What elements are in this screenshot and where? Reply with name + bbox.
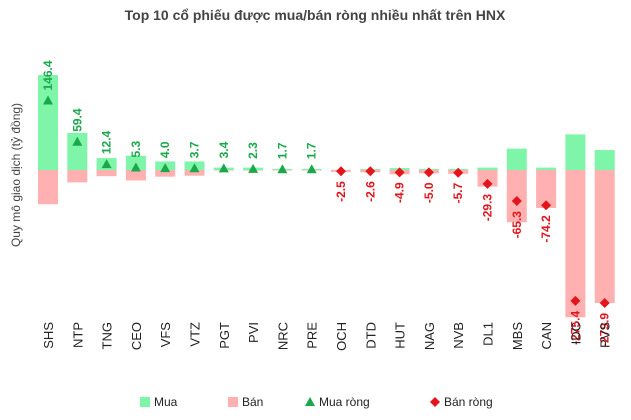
net-sell-marker-och [336,166,346,177]
x-tick-label-nag: NAG [422,322,437,350]
net-sell-marker-mbs [511,196,522,207]
x-tick-label-shs: SHS [41,322,56,349]
x-tick-label-ntp: NTP [70,322,85,348]
net-buy-label-pgt: 3.4 [217,141,231,158]
sell-bar-idc [565,170,586,318]
net-buy-label-vfs: 4.0 [158,141,172,158]
buy-bar-dl1 [477,167,498,170]
net-buy-label-vtz: 3.7 [188,141,202,158]
x-tick-label-dl1: DL1 [481,322,496,346]
buy-bars [38,75,615,171]
x-tick-label-dtd: DTD [363,322,378,349]
buy-bar-idc [565,134,586,170]
x-tick-label-pvi: PVI [246,322,261,343]
x-tick-label-nrc: NRC [275,322,290,350]
sell-bar-ntp [67,170,88,183]
net-buy-marker-ntp [72,136,83,146]
net-sell-label-dl1: -29.3 [481,194,495,222]
net-buy-marker-vfs [160,163,171,173]
buy-bar-ntp [67,132,88,170]
net-sell-label-hut: -4.9 [393,182,407,203]
x-tick-label-tng: TNG [100,322,115,349]
sell-bar-ceo [125,170,146,181]
net-buy-label-tng: 12.4 [100,130,114,154]
net-buy-marker-tng [101,159,112,169]
legend-swatch-mua-ròng [305,397,315,406]
y-axis-label: Quy mô giao dịch (tỷ đồng) [9,103,23,247]
x-tick-label-mbs: MBS [510,322,525,351]
sell-bar-tng [96,170,117,177]
net-sell-label-pvs: -279.9 [598,313,612,347]
x-tick-label-pre: PRE [305,322,320,349]
sell-bar-can [536,170,557,208]
x-tick-label-vtz: VTZ [188,322,203,347]
data-labels: 146.4 59.4 12.4 5.3 4.0 3.7 3.4 2.3 1.7 1.7 -2.5 -2… [41,60,612,347]
net-sell-label-nvb: -5.7 [451,182,465,203]
net-sell-marker-dtd [365,166,376,177]
legend-label-bán-ròng: Bán ròng [444,395,493,409]
x-tick-label-pgt: PGT [217,322,232,349]
net-buy-label-ntp: 59.4 [70,108,84,132]
x-tick-label-hut: HUT [393,322,408,349]
buy-bar-pvs [594,150,615,170]
net-sell-marker-hut [394,167,405,178]
legend: Mua Bán Mua ròng Bán ròng [140,395,493,409]
net-buy-label-shs: 146.4 [41,60,55,90]
net-sell-marker-dl1 [482,178,493,189]
legend-label-bán: Bán [242,395,263,409]
sell-bar-shs [38,170,58,205]
sell-bars [38,170,615,318]
net-buy-label-ceo: 5.3 [129,140,143,157]
legend-swatch-bán-ròng [430,397,440,407]
x-tick-label-can: CAN [539,322,554,349]
sell-bar-vtz [184,170,205,176]
sell-bar-dl1 [477,170,498,187]
net-buy-marker-ceo [130,162,141,172]
net-buy-label-nrc: 1.7 [275,142,289,159]
net-sell-marker-nvb [453,167,464,178]
x-tick-label-och: OCH [334,322,349,351]
x-tick-label-nvb: NVB [451,322,466,349]
net-buy-label-pre: 1.7 [305,142,319,159]
x-axis-tick-labels: SHS NTP TNG CEO VFS VTZ PGT PVI NRC PRE OCH DTD HUT N… [41,322,613,351]
buy-bar-can [536,167,557,170]
x-tick-label-ceo: CEO [129,322,144,350]
net-sell-label-mbs: -65.3 [510,211,524,239]
net-markers [43,95,610,308]
sell-bar-pvs [594,170,615,303]
net-sell-marker-nag [423,167,434,178]
net-buy-marker-pgt [218,163,229,173]
net-buy-marker-pvi [248,163,259,173]
net-sell-label-nag: -5.0 [422,182,436,203]
net-sell-label-can: -74.2 [539,215,553,243]
sell-bar-vfs [155,170,176,177]
net-buy-marker-vtz [189,163,200,173]
buy-bar-mbs [506,148,527,170]
net-buy-label-pvi: 2.3 [246,142,260,159]
net-sell-marker-can [541,200,552,211]
legend-label-mua-ròng: Mua ròng [319,395,370,409]
net-buy-marker-pre [306,164,317,174]
net-sell-marker-idc [570,295,581,306]
net-sell-label-idc: -275.4 [568,310,582,344]
x-tick-label-idc: IDC [568,322,583,344]
x-tick-label-vfs: VFS [158,322,173,348]
x-tick-label-pvs: PVS [598,322,613,348]
legend-swatch-mua [140,397,150,407]
legend-swatch-bán [228,397,238,407]
net-buy-marker-nrc [277,164,288,174]
net-sell-label-dtd: -2.6 [363,181,377,202]
chart-title: Top 10 cổ phiếu được mua/bán ròng nhiều … [125,7,506,23]
legend-label-mua: Mua [154,395,178,409]
buy-bar-shs [38,75,58,170]
net-sell-marker-pvs [599,297,610,308]
net-buy-marker-shs [43,95,53,105]
net-sell-label-och: -2.5 [334,181,348,202]
